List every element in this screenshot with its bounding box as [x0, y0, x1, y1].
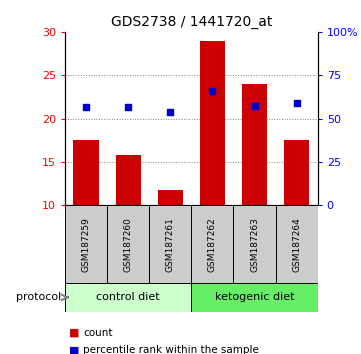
Bar [200, 41, 225, 205]
Bar [149, 205, 191, 283]
Point [83, 104, 89, 110]
Point [209, 88, 215, 94]
Bar [65, 283, 191, 312]
Text: protocol: protocol [16, 292, 61, 302]
Bar [73, 140, 99, 205]
Point [294, 100, 300, 106]
Point [252, 103, 257, 108]
Text: GSM187262: GSM187262 [208, 217, 217, 272]
Bar [234, 205, 275, 283]
Text: GSM187264: GSM187264 [292, 217, 301, 272]
Text: GSM187260: GSM187260 [124, 217, 132, 272]
Text: ■: ■ [69, 328, 79, 338]
Text: ■: ■ [69, 346, 79, 354]
Text: percentile rank within the sample: percentile rank within the sample [83, 346, 259, 354]
Bar [65, 205, 107, 283]
Bar [116, 155, 141, 205]
Point [125, 104, 131, 110]
Point [168, 109, 173, 114]
Bar [107, 205, 149, 283]
Bar [275, 205, 318, 283]
Bar [242, 84, 267, 205]
Title: GDS2738 / 1441720_at: GDS2738 / 1441720_at [110, 16, 272, 29]
Bar [191, 205, 234, 283]
Bar [191, 283, 318, 312]
Text: GSM187263: GSM187263 [250, 217, 259, 272]
Text: count: count [83, 328, 113, 338]
Text: control diet: control diet [96, 292, 160, 302]
Text: ketogenic diet: ketogenic diet [215, 292, 294, 302]
Text: GSM187261: GSM187261 [166, 217, 175, 272]
Bar [284, 140, 309, 205]
Bar [158, 190, 183, 205]
Text: GSM187259: GSM187259 [82, 217, 91, 272]
